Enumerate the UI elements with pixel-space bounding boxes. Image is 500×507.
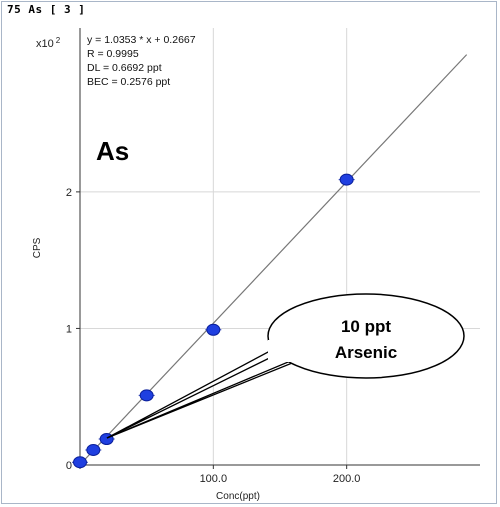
fit-line xyxy=(79,54,468,466)
y-tick-label-2: 2 xyxy=(66,187,72,199)
callout-pointer-bottom xyxy=(106,354,313,439)
scale-prefix-text: x10 xyxy=(36,38,54,50)
callout-line-2: Arsenic xyxy=(335,343,397,362)
point-marker-3 xyxy=(139,389,154,402)
element-label: As xyxy=(96,136,129,166)
bec-value: BEC = 0.2576 ppt xyxy=(87,76,170,88)
y-tick-label-0: 0 xyxy=(66,460,72,472)
data-point-4 xyxy=(205,323,222,336)
x-tick-label-1: 200.0 xyxy=(333,473,361,485)
point-marker-5 xyxy=(339,173,354,186)
x-axis-label: Conc(ppt) xyxy=(216,491,260,502)
y-tick-label-1: 1 xyxy=(66,323,72,335)
y-axis-label: CPS xyxy=(32,237,43,258)
data-point-5 xyxy=(338,173,355,186)
data-points xyxy=(72,173,355,469)
callout-mask xyxy=(268,340,308,362)
r-value: R = 0.9995 xyxy=(87,48,139,60)
x-tick-label-0: 100.0 xyxy=(200,473,228,485)
tick-labels: 0 1 2 100.0 200.0 xyxy=(66,187,361,485)
detection-limit: DL = 0.6692 ppt xyxy=(87,62,162,74)
callout-line-1: 10 ppt xyxy=(341,317,391,336)
data-point-0 xyxy=(72,456,88,469)
scale-exponent: 2 xyxy=(56,36,61,45)
callout-bubble xyxy=(267,293,465,379)
point-marker-1 xyxy=(86,443,101,456)
point-marker-0 xyxy=(73,456,87,469)
fit-equation: y = 1.0353 * x + 0.2667 xyxy=(87,34,196,46)
grid-lines xyxy=(80,28,480,465)
axes xyxy=(76,28,480,469)
panel-title: 75 As [ 3 ] xyxy=(7,3,86,16)
data-point-1 xyxy=(85,443,102,456)
data-point-3 xyxy=(138,389,155,402)
point-marker-4 xyxy=(206,323,221,336)
scale-prefix: x10 2 xyxy=(36,36,61,50)
